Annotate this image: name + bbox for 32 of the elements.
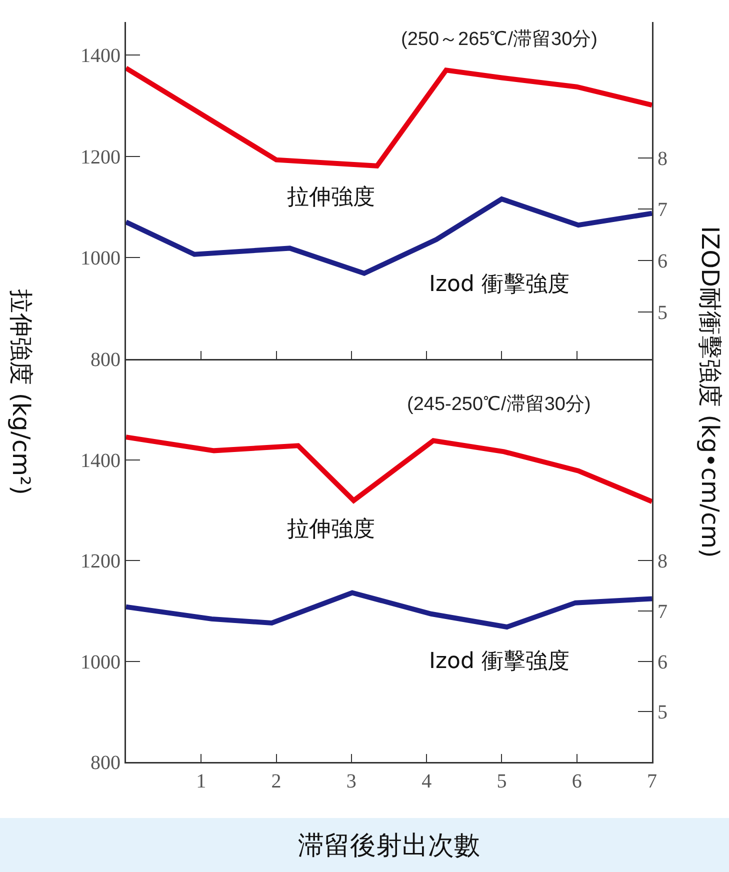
- chart-subtitle: (250～265℃/滞留30分): [401, 29, 598, 50]
- y-tick-label: 1400: [80, 450, 120, 472]
- series-label: Izod 衝擊強度: [429, 272, 570, 297]
- y2-tick-label: 8: [658, 148, 668, 170]
- y2-tick-label: 7: [658, 600, 668, 623]
- y2-tick-label: 6: [658, 651, 668, 674]
- series-label: Izod 衝擊強度: [429, 649, 570, 674]
- y2-tick-label: 8: [658, 550, 668, 572]
- series-label: 拉伸強度: [287, 185, 375, 210]
- y-axis-title: 拉伸強度 (kg/cm²): [6, 289, 35, 495]
- y-tick-label: 800: [90, 349, 120, 371]
- y-tick-label: 1400: [80, 44, 120, 67]
- y2-axis-title: IZOD耐衝擊強度 (kg•cm/cm): [696, 226, 724, 558]
- y-tick-label: 800: [90, 752, 120, 774]
- y-tick-label: 1200: [80, 146, 120, 168]
- series-label: 拉伸強度: [287, 517, 375, 542]
- x-tick-label: 5: [496, 770, 507, 792]
- x-tick-label: 4: [422, 770, 432, 792]
- x-tick-label: 1: [196, 770, 206, 792]
- x-tick-label: 6: [572, 770, 582, 792]
- x-axis-title: 滞留後射出次數: [298, 830, 480, 861]
- text: (245-250℃/滞留30分): [407, 394, 591, 415]
- y-tick-label: 1000: [80, 248, 120, 270]
- y-tick-label: 1200: [80, 550, 120, 572]
- x-tick-label: 7: [647, 770, 657, 792]
- y2-tick-label: 5: [658, 302, 668, 324]
- y2-tick-label: 6: [658, 250, 668, 273]
- y-tick-label: 1000: [80, 651, 120, 674]
- x-tick-label: 3: [346, 770, 356, 792]
- y2-tick-label: 5: [658, 702, 668, 724]
- y2-tick-label: 7: [658, 199, 668, 222]
- x-tick-label: 2: [271, 770, 282, 792]
